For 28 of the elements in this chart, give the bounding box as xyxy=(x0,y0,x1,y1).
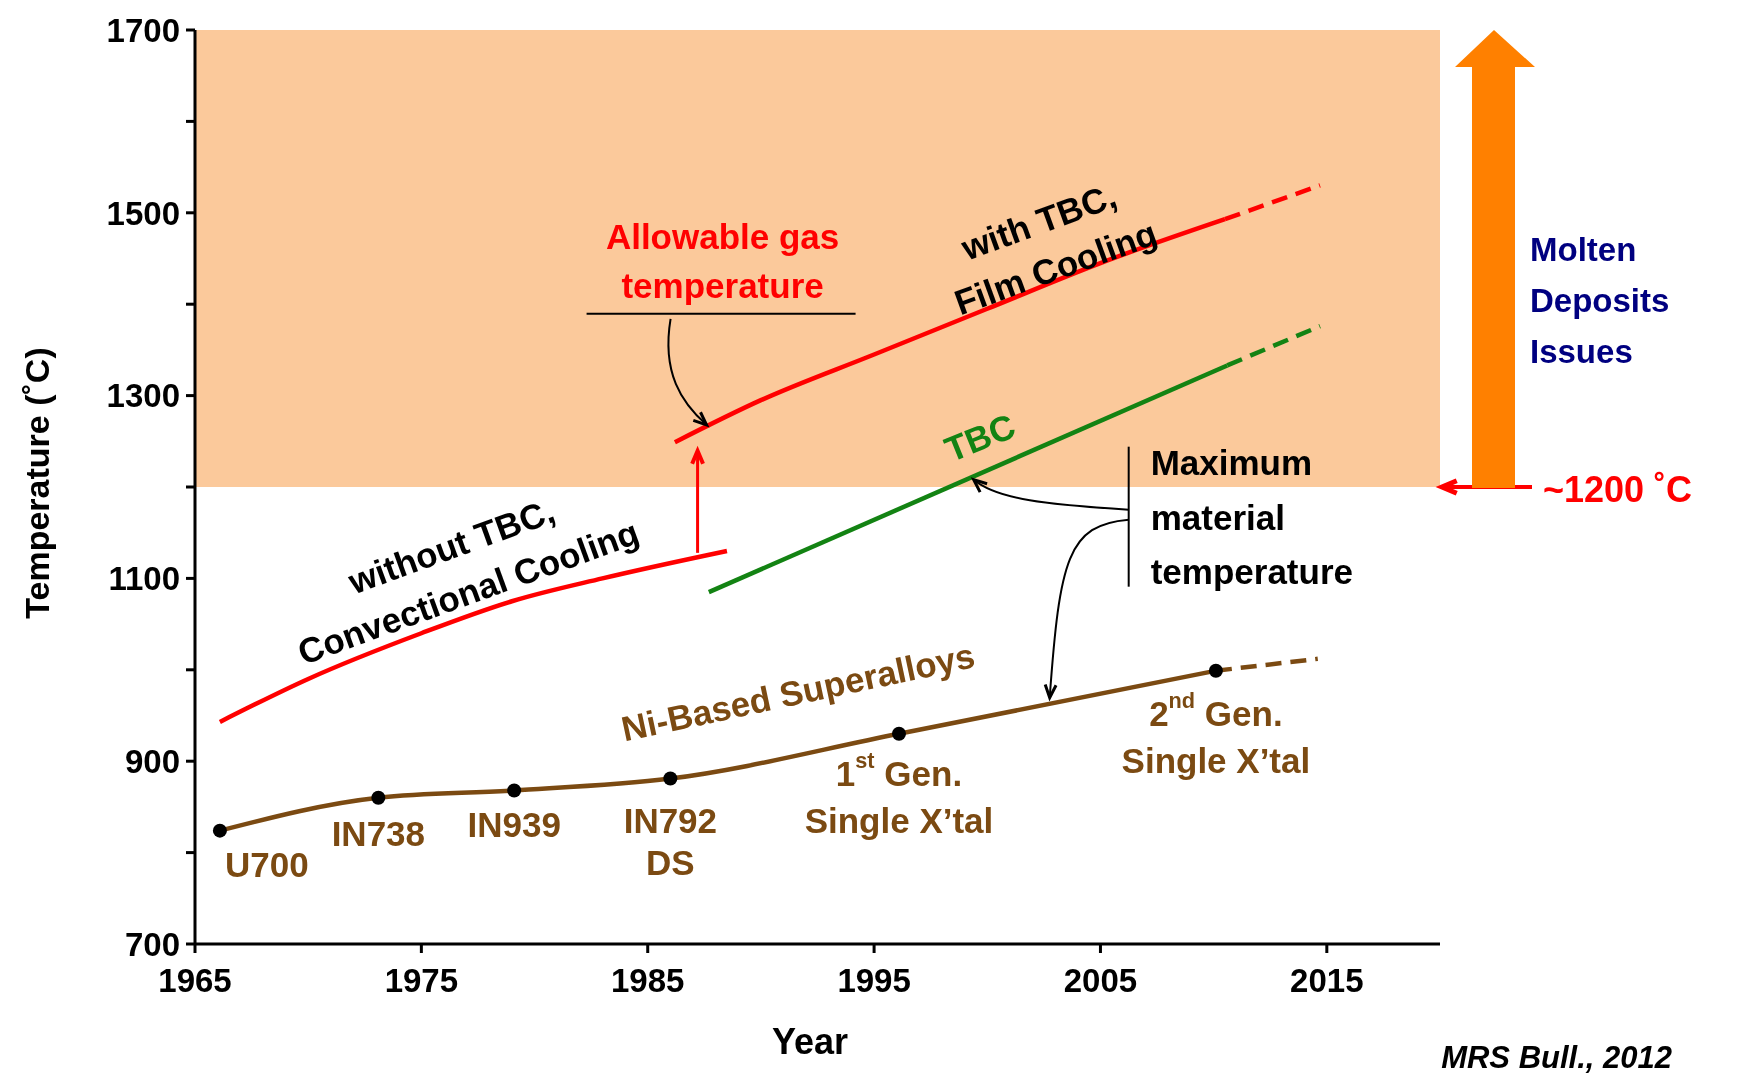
y-tick-label: 700 xyxy=(124,925,180,963)
x-tick-label: 1985 xyxy=(611,962,685,1000)
text: Molten Deposits Issues xyxy=(1530,230,1670,370)
text: MRS Bull., 2012 xyxy=(1441,1039,1672,1075)
annotation: Ni-Based Superalloys xyxy=(617,634,978,748)
x-tick-label: 2005 xyxy=(1063,962,1138,1000)
x-tick-label: 1975 xyxy=(384,962,459,1000)
annotation: IN792 DS xyxy=(623,800,718,882)
y-axis-title: Temperature (˚C) xyxy=(18,347,56,619)
x-axis-title: Year xyxy=(771,1020,849,1062)
annotation: IN738 xyxy=(331,813,426,853)
annotation: Maximum material temperature xyxy=(1150,442,1353,591)
annotation: TBC xyxy=(938,405,1021,469)
y-tick-label: 1500 xyxy=(106,194,180,232)
annotation: IN939 xyxy=(467,804,561,844)
y-tick-label: 1300 xyxy=(106,377,180,415)
annotation: U700 xyxy=(225,844,309,884)
y-tick-label: 900 xyxy=(124,742,180,780)
annotation: with TBC, Film Cooling xyxy=(949,175,1162,322)
annotation: 1$^{st}$ Gen. Single X’tal xyxy=(804,748,994,840)
x-tick-label: 1995 xyxy=(837,962,911,1000)
annotation: Allowable gas temperature xyxy=(605,216,840,305)
band-label: ~1200 ˚C xyxy=(1543,468,1693,510)
annotation: 2$^{nd}$ Gen. Single X’tal xyxy=(1121,688,1311,780)
x-tick-label: 1965 xyxy=(158,962,232,1000)
y-tick-label: 1700 xyxy=(106,11,180,49)
y-tick-label: 1100 xyxy=(108,560,180,598)
x-tick-label: 2015 xyxy=(1290,962,1364,1000)
